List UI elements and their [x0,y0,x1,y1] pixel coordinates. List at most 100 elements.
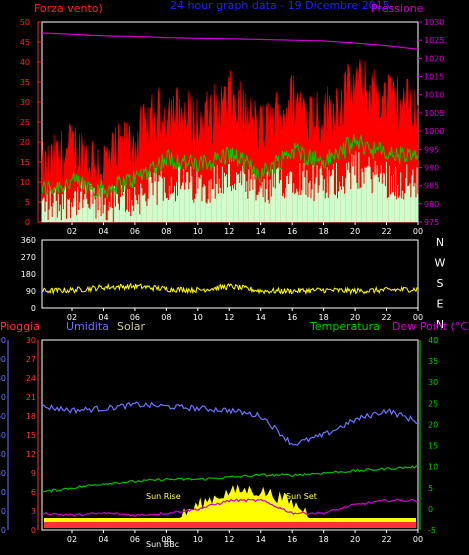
temperature-tick-label: 35 [428,357,438,366]
x-tick-label: 16 [287,313,297,322]
pressure-axis-label: Pressione [371,2,424,15]
humidity-tick-label: 60 [0,412,6,421]
x-tick-label: 22 [381,313,391,322]
compass-label: N [436,318,444,331]
pressure-tick-label: 1025 [424,36,444,45]
x-tick-label: 02 [67,313,77,322]
pressure-tick-label: 1015 [424,73,444,82]
wind-speed-series [41,151,419,222]
temperature-tick-label: 15 [428,442,438,451]
direction-plot-frame [41,239,419,309]
compass-label: N [436,236,444,249]
direction-tick-label: 0 [31,304,36,313]
humidity-tick-label: 50 [0,431,6,440]
rain-tick-label: 9 [31,469,36,478]
direction-tick-label: 180 [21,270,36,279]
wind-tick-label: 5 [25,198,30,207]
temperature-series [42,464,419,493]
temperature-tick-label: 40 [428,336,438,345]
x-tick-label: 18 [319,313,329,322]
x-tick-label: 04 [98,313,108,322]
compass-label: S [437,277,444,290]
pressure-tick-label: 1010 [424,91,444,100]
dewpoint-axis-label: Dew Point (°C) [392,320,469,333]
compass-label: E [437,298,444,311]
direction-x-ticks: 02 04 06 08 10 12 14 16 18 20 22 00 [67,308,423,322]
wind-tick-label: 45 [20,38,30,47]
pressure-series [41,32,419,50]
rain-tick-label: 15 [26,431,36,440]
x-tick-label: 20 [350,227,360,236]
temperature-tick-label: 30 [428,378,438,387]
pressure-tick-label: 985 [424,182,439,191]
humidity-temp-panel: Pioggia Umidita Solar Temperatura Dew Po… [0,320,469,549]
rain-tick-label: 3 [31,507,36,516]
x-tick-label: 00 [413,535,423,544]
wind-tick-label: 40 [20,58,30,67]
pressure-tick-label: 975 [424,218,439,227]
pressure-tick-label: 1000 [424,127,444,136]
solar-baseline [44,518,416,522]
direction-series [41,282,419,296]
sun-bbc-annotation: Sun BBc [146,540,179,549]
humidity-tick-label: 100 [0,336,6,345]
x-tick-label: 14 [256,535,266,544]
x-tick-label: 08 [161,227,171,236]
wind-pressure-panel: Forza vento) 24 hour graph data - 19 Dic… [20,0,445,236]
x-tick-label: 18 [319,227,329,236]
humidity-tick-label: 90 [0,355,6,364]
humidity-series [41,401,419,446]
pressure-tick-label: 980 [424,200,439,209]
pressure-tick-label: 995 [424,145,439,154]
rain-tick-label: 18 [26,412,36,421]
wind-series [41,32,419,223]
humidity-ticks: 1009080706050403020100 [0,336,6,535]
humidity-tick-label: 10 [0,507,6,516]
x-tick-label: 16 [287,227,297,236]
bottom-series [41,401,419,528]
x-tick-label: 20 [350,313,360,322]
x-tick-label: 08 [161,535,171,544]
x-tick-label: 08 [161,313,171,322]
pressure-tick-label: 1005 [424,109,444,118]
chart-title: 24 hour graph data - 19 Dicembre 2015 [170,0,390,12]
humidity-tick-label: 80 [0,374,6,383]
wind-tick-label: 30 [20,98,30,107]
pressure-tick-label: 1030 [424,18,444,27]
x-tick-label: 04 [98,227,108,236]
x-tick-label: 10 [193,535,203,544]
rain-tick-label: 12 [26,450,36,459]
wind-tick-label: 35 [20,78,30,87]
direction-series [41,282,419,296]
rain-tick-label: 27 [26,355,36,364]
direction-tick-label: 90 [26,287,36,296]
humidity-tick-label: 30 [0,469,6,478]
top-x-ticks: 02 04 06 08 10 12 14 16 18 20 22 00 [67,222,423,236]
humidity-tick-label: 20 [0,488,6,497]
x-tick-label: 12 [224,535,234,544]
wind-tick-label: 25 [20,118,30,127]
rain-tick-label: 24 [26,374,36,383]
temperature-tick-label: 0 [428,505,433,514]
sun-set-annotation: Sun Set [286,492,317,501]
pressure-ticks: 1030 1025 1020 1015 1010 1005 1000 995 990 985 980… [418,18,444,227]
wind-average-series [41,134,419,199]
wind-tick-label: 20 [20,138,30,147]
direction-tick-label: 270 [21,253,36,262]
direction-ticks: 360 270 180 90 0 [21,236,36,313]
x-tick-label: 12 [224,227,234,236]
x-tick-label: 12 [224,313,234,322]
temperature-ticks: 40 35 30 25 20 15 10 5 0 -5 [428,336,438,535]
x-tick-label: 14 [256,313,266,322]
x-tick-label: 14 [256,227,266,236]
x-tick-label: 04 [98,535,108,544]
dewpoint-series [41,498,419,518]
rain-axis-label: Pioggia [0,320,40,333]
x-tick-label: 00 [413,313,423,322]
humidity-tick-label: 0 [1,526,6,535]
solar-axis-label: Solar [117,320,146,333]
